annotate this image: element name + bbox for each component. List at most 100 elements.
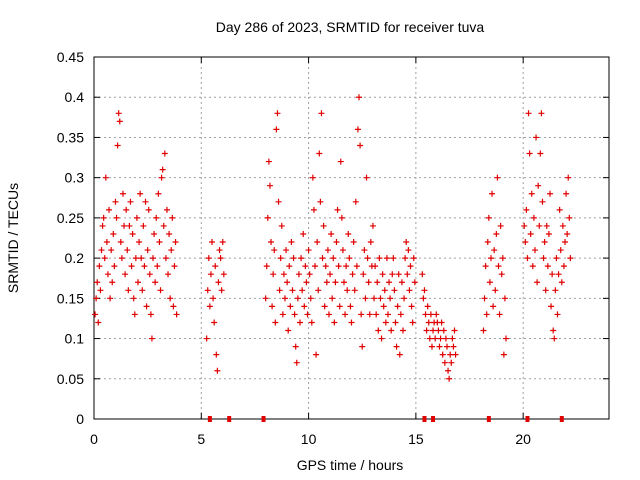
data-point: [126, 222, 133, 229]
data-point: [159, 166, 166, 173]
data-point: [339, 247, 346, 254]
x-tick-label: 5: [197, 431, 205, 447]
data-point: [349, 271, 356, 278]
data-point: [118, 255, 125, 262]
data-point: [492, 287, 499, 294]
data-point: [448, 359, 455, 366]
data-point: [129, 230, 136, 237]
data-point: [526, 150, 533, 157]
data-point: [358, 311, 365, 318]
data-point: [401, 295, 408, 302]
data-point: [317, 198, 324, 205]
data-point: [271, 247, 278, 254]
data-point: [420, 295, 427, 302]
data-point: [552, 287, 559, 294]
x-tick-label: 0: [90, 431, 98, 447]
data-point: [523, 206, 530, 213]
data-point: [278, 222, 285, 229]
data-point: [315, 287, 322, 294]
gap-marker: [431, 416, 436, 422]
data-point: [486, 279, 493, 286]
data-point: [496, 311, 503, 318]
data-point: [533, 134, 540, 141]
data-point: [557, 247, 564, 254]
data-point: [206, 303, 213, 310]
tick-labels: 0 0.05 0.1 0.15 0.2 0.25 0.3 0.35 0.4 0.45 0 5 10 15 2…: [57, 49, 531, 447]
data-point: [130, 295, 137, 302]
data-point: [407, 263, 414, 270]
data-point: [207, 271, 214, 278]
data-point: [290, 255, 297, 262]
data-point: [127, 198, 134, 205]
data-point: [433, 311, 440, 318]
data-points: [92, 94, 574, 382]
data-point: [284, 279, 291, 286]
data-point: [312, 263, 319, 270]
data-point: [356, 94, 363, 101]
data-point: [303, 279, 310, 286]
data-point: [535, 182, 542, 189]
data-point: [298, 255, 305, 262]
data-point: [369, 222, 376, 229]
data-point: [121, 222, 128, 229]
data-point: [540, 255, 547, 262]
data-point: [171, 263, 178, 270]
data-point: [97, 287, 104, 294]
data-point: [441, 359, 448, 366]
data-point: [521, 222, 528, 229]
gap-marker: [207, 416, 212, 422]
data-point: [380, 303, 387, 310]
data-point: [361, 247, 368, 254]
data-point: [550, 327, 557, 334]
data-point: [107, 295, 114, 302]
data-point: [113, 214, 120, 221]
data-point: [132, 255, 139, 262]
data-point: [289, 287, 296, 294]
data-point: [487, 255, 494, 262]
data-point: [549, 271, 556, 278]
data-point: [494, 174, 501, 181]
data-point: [215, 279, 222, 286]
data-point: [343, 263, 350, 270]
data-point: [348, 319, 355, 326]
chart-title: Day 286 of 2023, SRMTID for receiver tuv…: [216, 19, 485, 35]
data-point: [384, 311, 391, 318]
data-point: [217, 255, 224, 262]
data-point: [112, 198, 119, 205]
data-point: [372, 263, 379, 270]
data-point: [153, 214, 160, 221]
data-point: [527, 230, 534, 237]
data-point: [297, 319, 303, 326]
data-point: [306, 271, 313, 278]
data-point: [293, 359, 300, 366]
grid-lines: [94, 57, 609, 419]
data-point: [173, 311, 180, 318]
data-point: [314, 239, 321, 246]
plot-frame: [93, 56, 610, 420]
data-point: [403, 239, 410, 246]
data-point: [286, 263, 293, 270]
data-point: [394, 303, 401, 310]
data-point: [205, 255, 212, 262]
data-point: [566, 214, 573, 221]
data-point: [427, 311, 434, 318]
data-point: [151, 230, 158, 237]
data-point: [439, 351, 446, 358]
data-point: [536, 222, 543, 229]
data-point: [93, 295, 100, 302]
data-point: [424, 303, 431, 310]
data-point: [374, 279, 381, 286]
data-point: [140, 222, 147, 229]
data-point: [103, 239, 110, 246]
data-point: [564, 230, 571, 237]
data-point: [501, 295, 508, 302]
data-point: [371, 295, 378, 302]
data-point: [426, 335, 433, 342]
data-point: [503, 335, 509, 342]
data-point: [484, 239, 491, 246]
data-point: [543, 222, 550, 229]
data-point: [144, 247, 151, 254]
data-point: [347, 303, 354, 310]
data-point: [422, 311, 429, 318]
data-point: [109, 279, 116, 286]
